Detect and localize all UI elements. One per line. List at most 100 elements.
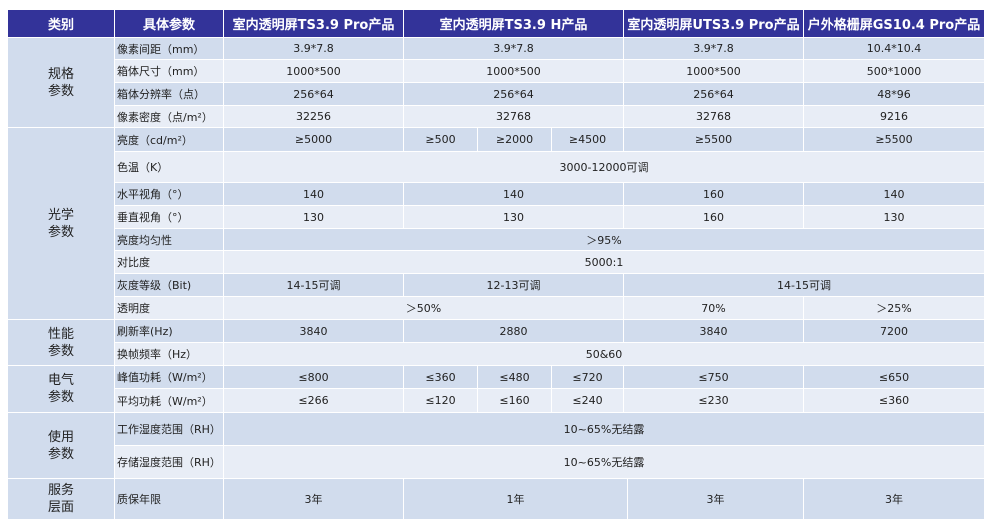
value-cell: 3年 (224, 479, 404, 520)
value-cell: 500*1000 (804, 60, 985, 83)
value-cell: 32768 (624, 106, 804, 128)
value-cell: ≥4500 (552, 128, 624, 152)
value-cell: ≤360 (404, 366, 478, 389)
header-product-gs104-pro: 户外格栅屏GS10.4 Pro产品 (804, 10, 985, 38)
value-cell: 32256 (224, 106, 404, 128)
value-cell: ≥500 (404, 128, 478, 152)
row-label-gray: 灰度等级（Bit) (115, 274, 224, 297)
value-cell: 256*64 (404, 83, 624, 106)
row-label-work-humidity: 工作湿度范围（RH） (115, 413, 224, 446)
value-cell: 130 (404, 206, 624, 229)
category-electrical: 电气 参数 (8, 366, 115, 413)
header-product-ts39-pro: 室内透明屏TS3.9 Pro产品 (224, 10, 404, 38)
category-label: 规格 (47, 66, 74, 82)
category-label: 参数 (47, 446, 74, 462)
value-cell-merged: 5000:1 (224, 251, 985, 274)
value-cell: 3.9*7.8 (404, 38, 624, 60)
value-cell: 2880 (404, 320, 624, 343)
value-cell: 70% (624, 297, 804, 320)
row-label-color-temp: 色温（K） (115, 152, 224, 183)
value-cell: ＞50% (224, 297, 624, 320)
row-label-cabinet-size: 箱体尺寸（mm） (115, 60, 224, 83)
value-cell: ≤720 (552, 366, 624, 389)
header-product-uts39-pro: 室内透明屏UTS3.9 Pro产品 (624, 10, 804, 38)
value-cell: ≥5500 (804, 128, 985, 152)
row-label-v-angle: 垂直视角（°） (115, 206, 224, 229)
value-cell: 3840 (224, 320, 404, 343)
value-cell-merged: ＞95% (224, 229, 985, 251)
category-label: 参数 (47, 83, 74, 99)
row-label-storage-humidity: 存储湿度范围（RH） (115, 446, 224, 479)
value-cell: 14-15可调 (624, 274, 985, 297)
value-cell-merged: 10~65%无结露 (224, 446, 985, 479)
value-cell: 10.4*10.4 (804, 38, 985, 60)
value-cell: ≤360 (804, 389, 985, 413)
row-label-contrast: 对比度 (115, 251, 224, 274)
value-cell: 256*64 (224, 83, 404, 106)
category-label: 参数 (47, 343, 74, 359)
row-label-peak-power: 峰值功耗（W/m²） (115, 366, 224, 389)
row-label-refresh: 刷新率(Hz) (115, 320, 224, 343)
row-label-cabinet-resolution: 箱体分辨率（点） (115, 83, 224, 106)
value-cell: 130 (804, 206, 985, 229)
value-cell: 3.9*7.8 (224, 38, 404, 60)
header-category: 类别 (8, 10, 115, 38)
category-label: 层面 (47, 500, 74, 515)
value-cell: ≥2000 (478, 128, 552, 152)
category-label: 参数 (47, 224, 74, 240)
value-cell-merged: 3000-12000可调 (224, 152, 985, 183)
category-label: 电气 (47, 373, 74, 388)
value-cell: 1000*500 (624, 60, 804, 83)
value-cell: ＞25% (804, 297, 985, 320)
value-cell-merged: 10~65%无结露 (224, 413, 985, 446)
category-service: 服务 层面 (8, 479, 115, 520)
value-cell: ≤266 (224, 389, 404, 413)
category-performance: 性能 参数 (8, 320, 115, 366)
value-cell: ≥5500 (624, 128, 804, 152)
value-cell: ≤160 (478, 389, 552, 413)
category-label: 使用 (47, 429, 74, 445)
header-product-ts39-h: 室内透明屏TS3.9 H产品 (404, 10, 624, 38)
value-cell: ≤230 (624, 389, 804, 413)
value-cell: ≤240 (552, 389, 624, 413)
value-cell: 3840 (624, 320, 804, 343)
value-cell: ≤800 (224, 366, 404, 389)
value-cell: 140 (224, 183, 404, 206)
row-label-avg-power: 平均功耗（W/m²） (115, 389, 224, 413)
row-label-transparency: 透明度 (115, 297, 224, 320)
value-cell: 3.9*7.8 (624, 38, 804, 60)
value-cell: 48*96 (804, 83, 985, 106)
value-cell: ≤480 (478, 366, 552, 389)
category-label: 性能 (47, 326, 74, 342)
category-optical: 光学 参数 (8, 128, 115, 320)
value-cell: 9216 (804, 106, 985, 128)
category-spec: 规格 参数 (8, 38, 115, 128)
category-usage: 使用 参数 (8, 413, 115, 479)
value-cell: 1000*500 (224, 60, 404, 83)
value-cell: 3年 (804, 479, 985, 520)
category-label: 服务 (47, 483, 74, 498)
value-cell: ≥5000 (224, 128, 404, 152)
value-cell: ≤120 (404, 389, 478, 413)
value-cell: 12-13可调 (404, 274, 624, 297)
value-cell: ≤650 (804, 366, 985, 389)
value-cell: 7200 (804, 320, 985, 343)
row-label-frame-rate: 换帧频率（Hz） (115, 343, 224, 366)
category-label: 光学 (47, 207, 74, 223)
row-label-warranty: 质保年限 (115, 479, 224, 520)
header-param: 具体参数 (115, 10, 224, 38)
value-cell: 160 (624, 206, 804, 229)
category-label: 参数 (47, 390, 74, 405)
row-label-brightness: 亮度（cd/m²） (115, 128, 224, 152)
value-cell: 3年 (628, 479, 804, 520)
value-cell: 130 (224, 206, 404, 229)
value-cell: 140 (804, 183, 985, 206)
value-cell: 1000*500 (404, 60, 624, 83)
value-cell: 1年 (404, 479, 628, 520)
row-label-pixel-pitch: 像素间距（mm） (115, 38, 224, 60)
value-cell: 256*64 (624, 83, 804, 106)
value-cell-merged: 50&60 (224, 343, 985, 366)
value-cell: ≤750 (624, 366, 804, 389)
row-label-h-angle: 水平视角（°） (115, 183, 224, 206)
row-label-pixel-density: 像素密度（点/m²） (115, 106, 224, 128)
